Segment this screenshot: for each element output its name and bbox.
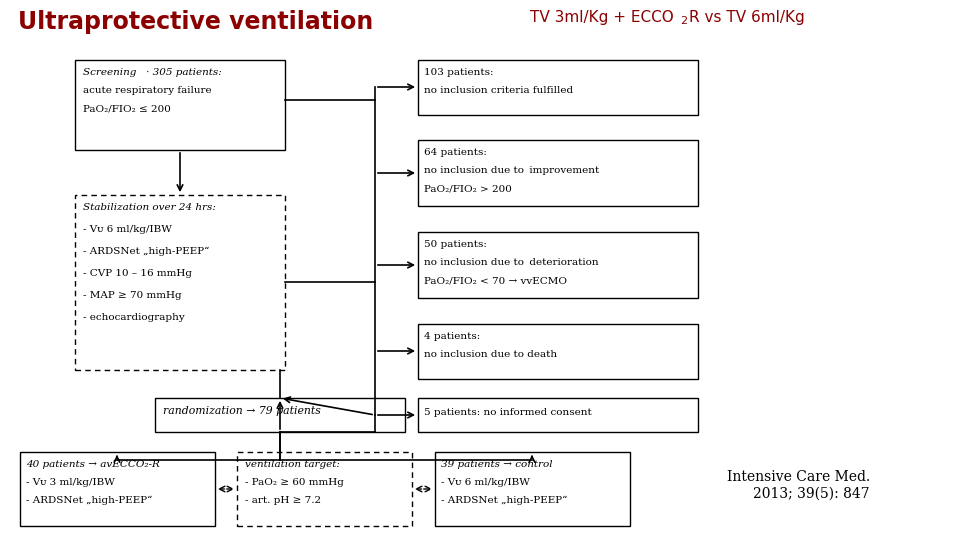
Bar xyxy=(155,398,405,432)
Text: 103 patients:: 103 patients: xyxy=(424,68,493,77)
Text: no inclusion criteria fulfilled: no inclusion criteria fulfilled xyxy=(424,86,573,95)
Text: 39 patients → control: 39 patients → control xyxy=(441,460,553,469)
Bar xyxy=(75,195,285,370)
Text: - ARDSNet „high-PEEP“: - ARDSNet „high-PEEP“ xyxy=(83,247,209,256)
Text: ventilation target:: ventilation target: xyxy=(245,460,340,469)
Bar xyxy=(418,398,698,432)
Text: - MAP ≥ 70 mmHg: - MAP ≥ 70 mmHg xyxy=(83,291,181,300)
Text: - PaO₂ ≥ 60 mmHg: - PaO₂ ≥ 60 mmHg xyxy=(245,478,344,487)
Bar xyxy=(418,324,698,379)
Text: acute respiratory failure: acute respiratory failure xyxy=(83,86,211,95)
Text: Intensive Care Med.
2013; 39(5): 847: Intensive Care Med. 2013; 39(5): 847 xyxy=(727,470,870,500)
Bar xyxy=(418,140,698,206)
Text: - ARDSNet „high-PEEP“: - ARDSNet „high-PEEP“ xyxy=(441,496,567,505)
Text: - ARDSNet „high-PEEP“: - ARDSNet „high-PEEP“ xyxy=(26,496,153,505)
Text: no inclusion due to  deterioration: no inclusion due to deterioration xyxy=(424,258,599,267)
Text: PaO₂/FIO₂ > 200: PaO₂/FIO₂ > 200 xyxy=(424,184,512,193)
Text: 5 patients: no informed consent: 5 patients: no informed consent xyxy=(424,408,591,417)
Text: 50 patients:: 50 patients: xyxy=(424,240,487,249)
Bar xyxy=(75,60,285,150)
Text: PaO₂/FIO₂ ≤ 200: PaO₂/FIO₂ ≤ 200 xyxy=(83,104,171,113)
Text: 2: 2 xyxy=(680,16,687,26)
Text: - Vᴜ 6 ml/kg/IBW: - Vᴜ 6 ml/kg/IBW xyxy=(441,478,530,487)
Text: PaO₂/FIO₂ < 70 → vvECMO: PaO₂/FIO₂ < 70 → vvECMO xyxy=(424,276,567,285)
Bar xyxy=(418,60,698,115)
Text: Screening   · 305 patients:: Screening · 305 patients: xyxy=(83,68,222,77)
Text: 64 patients:: 64 patients: xyxy=(424,148,487,157)
Text: no inclusion due to  improvement: no inclusion due to improvement xyxy=(424,166,599,175)
Text: - CVP 10 – 16 mmHg: - CVP 10 – 16 mmHg xyxy=(83,269,192,278)
Text: - Vᴜ 3 ml/kg/IBW: - Vᴜ 3 ml/kg/IBW xyxy=(26,478,115,487)
Text: 4 patients:: 4 patients: xyxy=(424,332,480,341)
Text: no inclusion due to death: no inclusion due to death xyxy=(424,350,557,359)
Text: Ultraprotective ventilation: Ultraprotective ventilation xyxy=(18,10,373,34)
Text: - art. pH ≥ 7.2: - art. pH ≥ 7.2 xyxy=(245,496,322,505)
Text: randomization → 79 patients: randomization → 79 patients xyxy=(163,406,321,416)
Bar xyxy=(20,452,215,526)
Text: TV 3ml/Kg + ECCO: TV 3ml/Kg + ECCO xyxy=(530,10,674,25)
Text: Stabilization over 24 hrs:: Stabilization over 24 hrs: xyxy=(83,203,216,212)
Text: - Vᴜ 6 ml/kg/IBW: - Vᴜ 6 ml/kg/IBW xyxy=(83,225,172,234)
Bar xyxy=(237,452,412,526)
Text: 40 patients → avECCO₂-R: 40 patients → avECCO₂-R xyxy=(26,460,160,469)
Bar xyxy=(418,232,698,298)
Bar xyxy=(435,452,630,526)
Text: - echocardiography: - echocardiography xyxy=(83,313,184,322)
Text: R vs TV 6ml/Kg: R vs TV 6ml/Kg xyxy=(689,10,804,25)
